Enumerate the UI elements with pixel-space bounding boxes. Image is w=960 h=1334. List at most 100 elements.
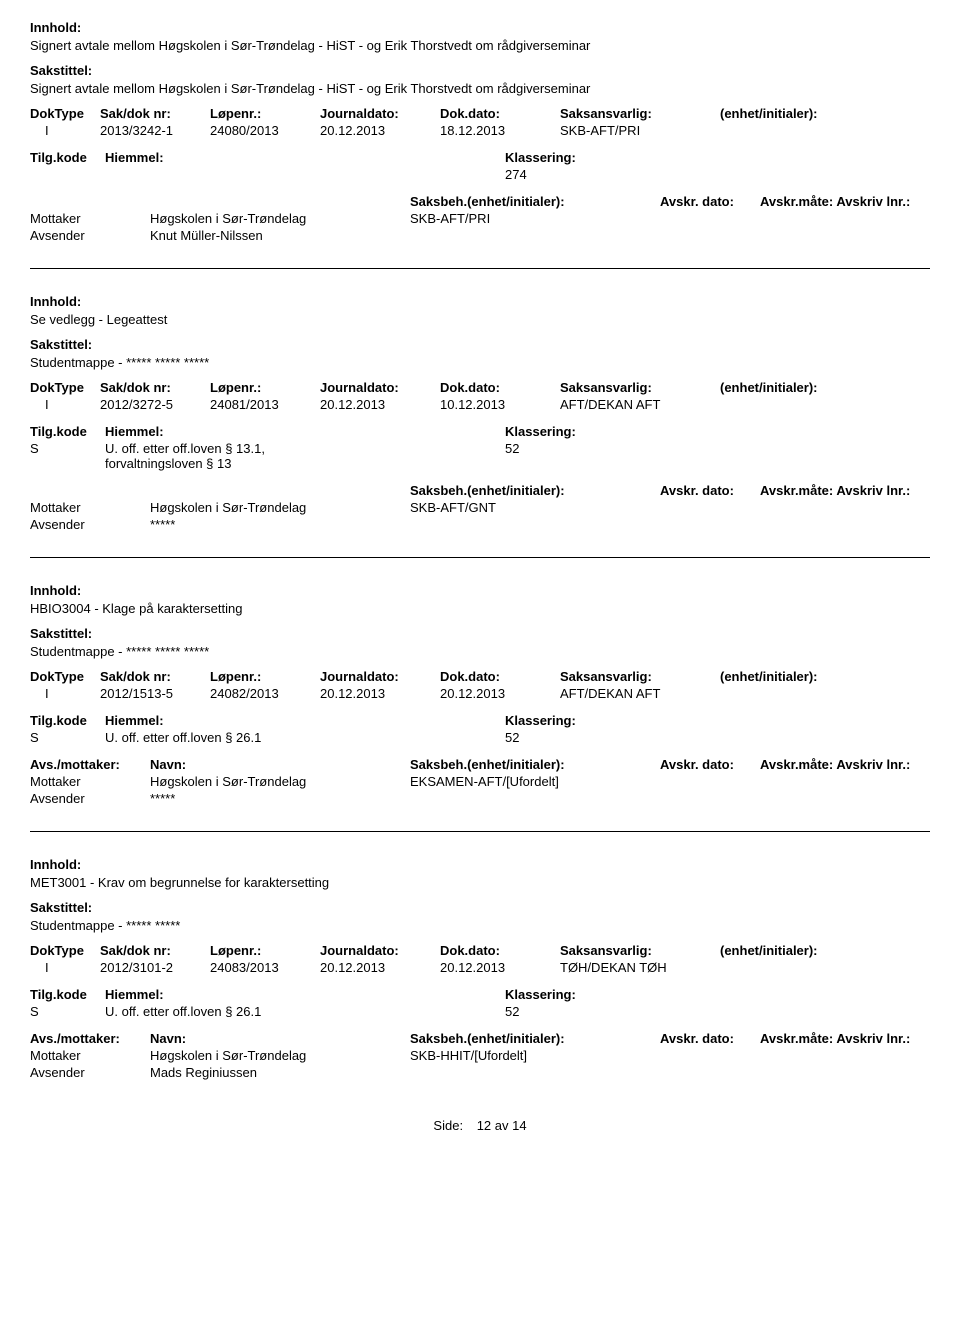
avskrmate-header: Avskr.måte: Avskriv lnr.: bbox=[760, 757, 930, 772]
sakstittel-value: Studentmappe - ***** ***** ***** bbox=[30, 355, 930, 370]
dokdato-header: Dok.dato: bbox=[440, 380, 560, 395]
enhet-header: (enhet/initialer): bbox=[720, 943, 930, 958]
saksansvarlig-header: Saksansvarlig: bbox=[560, 380, 720, 395]
saksbeh-header: Saksbeh.(enhet/initialer): bbox=[410, 1031, 660, 1046]
record-headers: DokTypeSak/dok nr:Løpenr.:Journaldato:Do… bbox=[30, 943, 930, 958]
journaldato-value: 20.12.2013 bbox=[320, 397, 440, 412]
hiemmel-values: SU. off. etter off.loven § 26.152 bbox=[30, 1004, 930, 1019]
avskrmate-header: Avskr.måte: Avskriv lnr.: bbox=[760, 194, 930, 209]
avsender-row: AvsenderKnut Müller-Nilssen bbox=[30, 228, 930, 243]
tilgkode-header: Tilg.kode bbox=[30, 424, 105, 439]
sakstittel-value: Signert avtale mellom Høgskolen i Sør-Tr… bbox=[30, 81, 930, 96]
saksbeh-header: Saksbeh.(enhet/initialer): bbox=[410, 194, 660, 209]
record-values: I2012/3272-524081/201320.12.201310.12.20… bbox=[30, 397, 930, 412]
avskrdato-header: Avskr. dato: bbox=[660, 1031, 760, 1046]
tilgkode-header: Tilg.kode bbox=[30, 150, 105, 165]
saksbeh-value: SKB-HHIT/[Ufordelt] bbox=[410, 1048, 660, 1063]
sakdoknr-header: Sak/dok nr: bbox=[100, 943, 210, 958]
klassering-header: Klassering: bbox=[505, 150, 576, 165]
lopenr-header: Løpenr.: bbox=[210, 380, 320, 395]
doktype-value: I bbox=[30, 686, 100, 701]
navn-header: Navn: bbox=[150, 1031, 410, 1046]
mottaker-label: Mottaker bbox=[30, 211, 150, 226]
journaldato-value: 20.12.2013 bbox=[320, 123, 440, 138]
tilgkode-header: Tilg.kode bbox=[30, 987, 105, 1002]
sakdoknr-value: 2012/3272-5 bbox=[100, 397, 210, 412]
journaldato-value: 20.12.2013 bbox=[320, 960, 440, 975]
lopenr-header: Løpenr.: bbox=[210, 669, 320, 684]
innhold-value: HBIO3004 - Klage på karaktersetting bbox=[30, 601, 930, 616]
dokdato-header: Dok.dato: bbox=[440, 943, 560, 958]
avsender-label: Avsender bbox=[30, 228, 150, 243]
avsender-row: AvsenderMads Reginiussen bbox=[30, 1065, 930, 1080]
saksansvarlig-value: TØH/DEKAN TØH bbox=[560, 960, 720, 975]
avsmottaker-header: Avs./mottaker: bbox=[30, 757, 150, 772]
tilgkode-value: S bbox=[30, 1004, 105, 1019]
sakdoknr-value: 2012/1513-5 bbox=[100, 686, 210, 701]
page-number: 12 av 14 bbox=[477, 1118, 527, 1133]
klassering-header: Klassering: bbox=[505, 987, 576, 1002]
lopenr-value: 24081/2013 bbox=[210, 397, 320, 412]
avskrmate-header: Avskr.måte: Avskriv lnr.: bbox=[760, 483, 930, 498]
hiemmel-value: U. off. etter off.loven § 26.1 bbox=[105, 730, 505, 745]
klassering-value: 52 bbox=[505, 441, 519, 471]
avsender-label: Avsender bbox=[30, 791, 150, 806]
journal-record: Innhold:MET3001 - Krav om begrunnelse fo… bbox=[30, 857, 930, 1088]
sakstittel-label: Sakstittel: bbox=[30, 337, 930, 352]
enhet-value bbox=[720, 123, 930, 138]
avskrmate-header: Avskr.måte: Avskriv lnr.: bbox=[760, 1031, 930, 1046]
dokdato-value: 20.12.2013 bbox=[440, 686, 560, 701]
sakdoknr-value: 2013/3242-1 bbox=[100, 123, 210, 138]
innhold-value: Signert avtale mellom Høgskolen i Sør-Tr… bbox=[30, 38, 930, 53]
lopenr-header: Løpenr.: bbox=[210, 943, 320, 958]
doktype-value: I bbox=[30, 123, 100, 138]
dokdato-header: Dok.dato: bbox=[440, 669, 560, 684]
journaldato-header: Journaldato: bbox=[320, 380, 440, 395]
saksansvarlig-header: Saksansvarlig: bbox=[560, 943, 720, 958]
journal-record: Innhold:HBIO3004 - Klage på karaktersett… bbox=[30, 583, 930, 832]
journal-record: Innhold: Signert avtale mellom Høgskolen … bbox=[30, 20, 930, 269]
avsender-navn: Mads Reginiussen bbox=[150, 1065, 410, 1080]
sakdoknr-header: Sak/dok nr: bbox=[100, 106, 210, 121]
mottaker-row: MottakerHøgskolen i Sør-TrøndelagSKB-AFT… bbox=[30, 211, 930, 226]
avskrdato-header: Avskr. dato: bbox=[660, 194, 760, 209]
saksansvarlig-header: Saksansvarlig: bbox=[560, 106, 720, 121]
saksansvarlig-value: AFT/DEKAN AFT bbox=[560, 397, 720, 412]
sakstittel-label: Sakstittel: bbox=[30, 63, 930, 78]
innhold-value: Se vedlegg - Legeattest bbox=[30, 312, 930, 327]
saksbeh-value: EKSAMEN-AFT/[Ufordelt] bbox=[410, 774, 660, 789]
avsender-navn: ***** bbox=[150, 517, 410, 532]
tilgkode-header: Tilg.kode bbox=[30, 713, 105, 728]
klassering-value: 52 bbox=[505, 1004, 519, 1019]
innhold-label: Innhold: bbox=[30, 20, 930, 35]
doktype-header: DokType bbox=[30, 943, 100, 958]
sakdoknr-header: Sak/dok nr: bbox=[100, 380, 210, 395]
saksbeh-header: Saksbeh.(enhet/initialer): bbox=[410, 757, 660, 772]
saksansvarlig-header: Saksansvarlig: bbox=[560, 669, 720, 684]
mottaker-headers: Saksbeh.(enhet/initialer):Avskr. dato:Av… bbox=[30, 194, 930, 209]
journaldato-header: Journaldato: bbox=[320, 669, 440, 684]
mottaker-row: MottakerHøgskolen i Sør-TrøndelagSKB-HHI… bbox=[30, 1048, 930, 1063]
tilgkode-value: S bbox=[30, 441, 105, 471]
lopenr-header: Løpenr.: bbox=[210, 106, 320, 121]
hiemmel-headers: Tilg.kodeHiemmel:Klassering: bbox=[30, 987, 930, 1002]
avsender-label: Avsender bbox=[30, 1065, 150, 1080]
saksbeh-header: Saksbeh.(enhet/initialer): bbox=[410, 483, 660, 498]
avsmottaker-header bbox=[30, 483, 150, 498]
mottaker-label: Mottaker bbox=[30, 500, 150, 515]
saksbeh-value: SKB-AFT/PRI bbox=[410, 211, 660, 226]
hiemmel-header: Hiemmel: bbox=[105, 713, 505, 728]
innhold-label: Innhold: bbox=[30, 857, 930, 872]
record-values: I2013/3242-124080/201320.12.201318.12.20… bbox=[30, 123, 930, 138]
saksansvarlig-value: SKB-AFT/PRI bbox=[560, 123, 720, 138]
mottaker-headers: Avs./mottaker:Navn:Saksbeh.(enhet/initia… bbox=[30, 757, 930, 772]
sakstittel-label: Sakstittel: bbox=[30, 626, 930, 641]
mottaker-headers: Avs./mottaker:Navn:Saksbeh.(enhet/initia… bbox=[30, 1031, 930, 1046]
mottaker-navn: Høgskolen i Sør-Trøndelag bbox=[150, 1048, 410, 1063]
page-footer: Side: 12 av 14 bbox=[30, 1118, 930, 1133]
navn-header bbox=[150, 483, 410, 498]
record-values: I2012/3101-224083/201320.12.201320.12.20… bbox=[30, 960, 930, 975]
mottaker-navn: Høgskolen i Sør-Trøndelag bbox=[150, 500, 410, 515]
avsender-label: Avsender bbox=[30, 517, 150, 532]
avskrdato-header: Avskr. dato: bbox=[660, 483, 760, 498]
